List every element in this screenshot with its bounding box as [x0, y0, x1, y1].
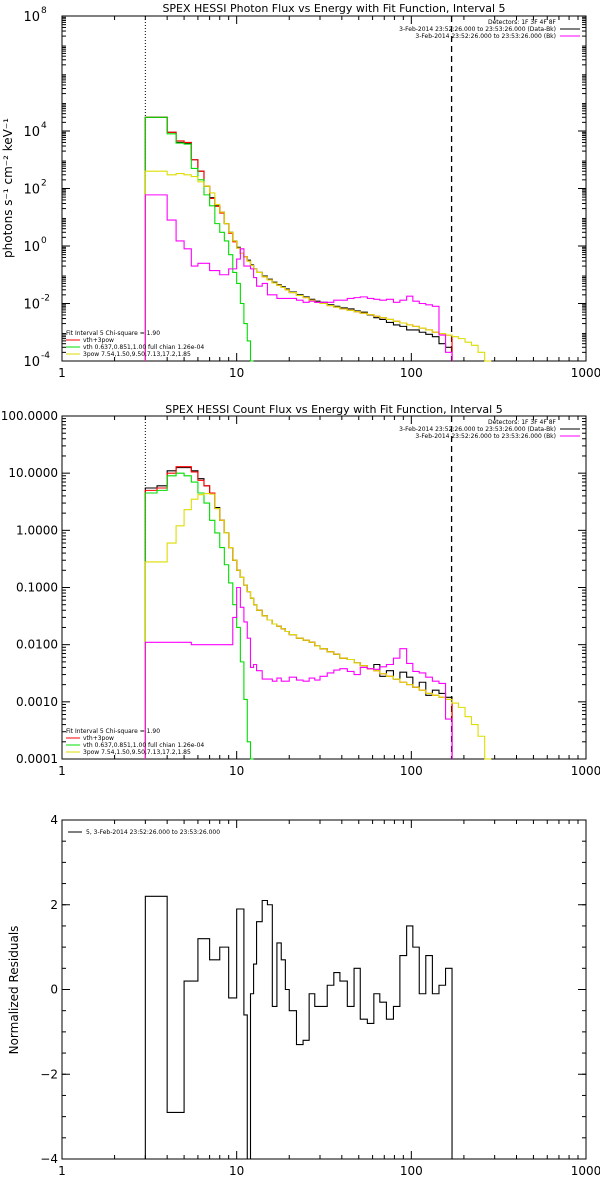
- count-flux-series-vth-3pow: [144, 466, 453, 759]
- photon-flux-legend: Detectors: 1F 3F 4F 8F3-Feb-2014 23:52:2…: [66, 19, 580, 358]
- count-flux-y-tick-label: 0.0001: [16, 752, 58, 766]
- count-flux-ticks: 1 10 100 1000 0.0001 0.0010 0.0100 0.1000 1.0000…: [1, 409, 600, 778]
- photon-flux-y-tick-label: 10: [23, 298, 40, 313]
- residuals-x-tick-label: 10: [229, 1164, 244, 1178]
- photon-flux-legend-bottom-entry: vth 0.637,0.851,1.00 full chian 1.26e-04: [83, 344, 204, 351]
- count-flux-series-bk: [144, 586, 453, 759]
- photon-flux-legend-bottom-entry: 3pow 7.54,1.50,9.50,7.13,17.2,1.85: [83, 351, 191, 358]
- residuals-y-tick-label: 4: [50, 813, 58, 827]
- count-flux-x-tick-label: 1: [58, 764, 66, 778]
- residuals-legend-entry: 5, 3-Feb-2014 23:52:26.000 to 23:53:26.0…: [86, 829, 220, 836]
- photon-flux-legend-top-entry: 3-Feb-2014 23:52:26.000 to 23:53:26.000 …: [399, 26, 556, 33]
- photon-flux-x-tick-label: 10: [229, 366, 244, 380]
- photon-flux-y-tick-label: 10: [23, 240, 40, 255]
- photon-flux-y-tick-exponent: 4: [41, 121, 47, 131]
- photon-flux-y-axis-label: photons s⁻¹ cm⁻² keV⁻¹: [1, 118, 15, 258]
- photon-flux-legend-bottom-entry: Fit Interval 5 Chi-square = 1.90: [66, 330, 160, 337]
- photon-flux-title: SPEX HESSI Photon Flux vs Energy with Fi…: [162, 2, 505, 15]
- photon-flux-series: [144, 116, 492, 362]
- count-flux-legend-top-entry: 3-Feb-2014 23:52:26.000 to 23:53:26.000 …: [415, 433, 556, 440]
- count-flux-y-tick-label: 1.0000: [16, 523, 58, 537]
- residuals-x-tick-label: 1000: [571, 1164, 600, 1178]
- residuals-series-5-3-feb-2014-23-52-26-000-to-23-53-26-000: [144, 895, 453, 1160]
- residuals-y-tick-label: 2: [50, 898, 58, 912]
- count-flux-y-tick-label: 10.0000: [8, 466, 58, 480]
- photon-flux-y-tick-label: 10: [23, 125, 40, 140]
- count-flux-panel: SPEX HESSI Count Flux vs Energy with Fit…: [1, 403, 600, 778]
- residuals-plot-frame: [61, 819, 587, 1160]
- residuals-ticks: 1 10 100 1000 −4 −2 0 2 4: [40, 813, 600, 1178]
- photon-flux-y-tick-exponent: 2: [41, 179, 47, 189]
- photon-flux-y-tick-exponent: 0: [41, 236, 47, 246]
- count-flux-x-tick-label: 1000: [571, 764, 600, 778]
- photon-flux-x-tick-label: 1: [58, 366, 66, 380]
- residuals-y-axis-label: Normalized Residuals: [7, 926, 21, 1055]
- residuals-series: [144, 895, 453, 1160]
- count-flux-x-tick-label: 10: [229, 764, 244, 778]
- photon-flux-y-tick-exponent: -2: [41, 294, 50, 304]
- photon-flux-legend-top-entry: 3-Feb-2014 23:52:26.000 to 23:53:26.000 …: [415, 33, 556, 40]
- count-flux-legend-bottom-entry: vth 0.637,0.851,1.00 full chian 1.26e-04: [83, 742, 204, 749]
- photon-flux-y-tick-exponent: 8: [41, 6, 47, 16]
- count-flux-y-tick-label: 100.0000: [1, 409, 58, 423]
- count-flux-series: [144, 466, 492, 760]
- photon-flux-series-3pow: [144, 170, 492, 362]
- photon-flux-series-bk: [144, 194, 453, 361]
- photon-flux-y-tick-exponent: -4: [41, 351, 50, 361]
- photon-flux-legend-top-entry: Detectors: 1F 3F 4F 8F: [488, 19, 557, 26]
- photon-flux-y-tick-label: 10: [23, 355, 40, 370]
- count-flux-plot-frame: [61, 415, 587, 760]
- count-flux-y-tick-label: 0.1000: [16, 581, 58, 595]
- count-flux-legend-bottom-entry: vth+3pow: [83, 735, 114, 742]
- count-flux-legend-top-entry: Detectors: 1F 3F 4F 8F: [488, 419, 557, 426]
- count-flux-legend: Detectors: 1F 3F 4F 8F3-Feb-2014 23:52:2…: [66, 419, 580, 756]
- photon-flux-reference-lines: [144, 16, 453, 361]
- photon-flux-x-tick-label: 100: [400, 366, 423, 380]
- count-flux-series-vth: [144, 472, 254, 760]
- photon-flux-panel: SPEX HESSI Photon Flux vs Energy with Fi…: [1, 2, 600, 380]
- count-flux-y-tick-label: 0.0100: [16, 638, 58, 652]
- photon-flux-x-tick-label: 1000: [571, 366, 600, 380]
- count-flux-x-tick-label: 100: [400, 764, 423, 778]
- count-flux-legend-bottom-entry: 3pow 7.54,1.50,9.50,7.13,17.2,1.85: [83, 749, 191, 756]
- photon-flux-legend-bottom-entry: vth+3pow: [83, 337, 114, 344]
- residuals-x-tick-label: 1: [58, 1164, 66, 1178]
- residuals-x-tick-label: 100: [400, 1164, 423, 1178]
- count-flux-legend-bottom-entry: Fit Interval 5 Chi-square = 1.90: [66, 728, 160, 735]
- count-flux-title: SPEX HESSI Count Flux vs Energy with Fit…: [165, 403, 502, 416]
- residuals-panel: Normalized Residuals 1 10 100 1000 −4 −2 0 2 4 5…: [7, 813, 600, 1178]
- count-flux-legend-top-entry: 3-Feb-2014 23:52:26.000 to 23:53:26.000 …: [399, 426, 556, 433]
- count-flux-y-tick-label: 0.0010: [16, 695, 58, 709]
- residuals-y-tick-label: −4: [40, 1152, 58, 1166]
- photon-flux-series-vth: [144, 116, 254, 362]
- residuals-y-tick-label: −2: [40, 1067, 58, 1081]
- photon-flux-y-tick-label: 10: [23, 183, 40, 198]
- residuals-y-tick-label: 0: [50, 983, 58, 997]
- count-flux-series-data-bk: [144, 467, 453, 759]
- photon-flux-plot-frame: [61, 15, 587, 362]
- count-flux-series-3pow: [144, 493, 492, 760]
- photon-flux-y-tick-label: 10: [23, 10, 40, 25]
- residuals-legend: 5, 3-Feb-2014 23:52:26.000 to 23:53:26.0…: [68, 829, 220, 836]
